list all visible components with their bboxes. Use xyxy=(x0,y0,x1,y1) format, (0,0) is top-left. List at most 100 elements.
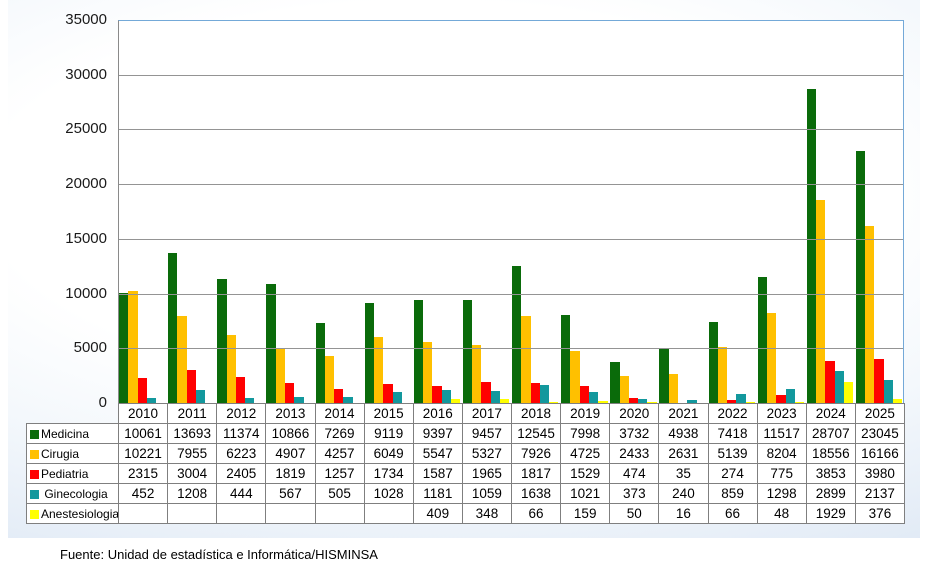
value-cell: 4938 xyxy=(658,423,709,444)
value-cell: 3853 xyxy=(805,463,856,484)
value-cell: 567 xyxy=(265,483,316,504)
legend-swatch-icon xyxy=(30,489,39,499)
value-cell: 3980 xyxy=(854,463,906,484)
y-axis: 35000 30000 25000 20000 15000 10000 5000 0 xyxy=(0,12,107,411)
bar-cirugia-2012 xyxy=(226,334,236,403)
bar-medicina-2023 xyxy=(757,276,767,403)
bar-anestesiologia-2024 xyxy=(843,381,854,403)
year-header-cell: 2011 xyxy=(167,403,218,424)
y-tick-label: 35000 xyxy=(65,11,107,28)
value-cell: 10866 xyxy=(265,423,316,444)
year-header-cell: 2020 xyxy=(609,403,660,424)
value-cell: 159 xyxy=(560,503,611,524)
bar-pediatria-2024 xyxy=(825,360,835,403)
bar-pediatria-2010 xyxy=(137,377,147,403)
value-cell: 66 xyxy=(510,503,562,524)
value-cell: 1298 xyxy=(756,483,807,504)
year-header-cell: 2022 xyxy=(707,403,758,424)
value-cell: 376 xyxy=(854,503,906,524)
value-cell: 474 xyxy=(609,463,660,484)
value-cell: 66 xyxy=(707,503,758,524)
bar-anestesiologia-2020 xyxy=(647,402,657,403)
bar-group-2013 xyxy=(266,21,315,403)
y-tick-label: 10000 xyxy=(65,284,107,302)
bar-cirugia-2015 xyxy=(373,336,384,403)
bar-group-2010 xyxy=(119,21,168,403)
value-cell: 12545 xyxy=(510,423,562,444)
legend-swatch-icon xyxy=(30,509,39,519)
bar-cirugia-2010 xyxy=(128,291,138,403)
table-row: Cirugia 10221 7955 6223 4907 4257 6049 5547 5327… xyxy=(26,443,906,464)
bar-cirugia-2024 xyxy=(816,199,826,403)
value-cell: 409 xyxy=(412,503,463,524)
value-cell: 240 xyxy=(658,483,709,504)
gridline xyxy=(119,129,903,131)
value-cell: 348 xyxy=(461,503,513,524)
bar-group-2021 xyxy=(659,21,708,403)
bar-medicina-2024 xyxy=(806,88,817,403)
bar-pediatria-2022 xyxy=(727,400,737,403)
value-cell: 3004 xyxy=(167,463,218,484)
bar-pediatria-2020 xyxy=(628,397,639,403)
bar-medicina-2020 xyxy=(610,362,620,403)
value-cell: 1817 xyxy=(510,463,562,484)
value-cell: 1257 xyxy=(314,463,365,484)
source-caption: Fuente: Unidad de estadística e Informát… xyxy=(60,547,378,562)
bar-pediatria-2012 xyxy=(235,376,246,403)
bar-ginecologia-2025 xyxy=(883,379,894,403)
year-header-cell: 2024 xyxy=(805,403,856,424)
bar-group-2023 xyxy=(757,21,807,403)
value-cell: 373 xyxy=(609,483,660,504)
bar-cirugia-2014 xyxy=(324,356,335,403)
value-cell xyxy=(216,503,267,524)
value-cell: 11374 xyxy=(216,423,267,444)
bar-cirugia-2023 xyxy=(766,313,777,403)
bar-ginecologia-2014 xyxy=(343,397,353,403)
value-cell: 35 xyxy=(658,463,709,484)
value-cell: 13693 xyxy=(167,423,218,444)
legend-label: Cirugia xyxy=(41,446,80,461)
bar-pediatria-2018 xyxy=(530,383,540,403)
value-cell: 11517 xyxy=(756,423,807,444)
bar-cirugia-2021 xyxy=(668,374,678,403)
year-header-cell: 2017 xyxy=(461,403,513,424)
bar-anestesiologia-2018 xyxy=(549,402,559,403)
bar-ginecologia-2017 xyxy=(490,391,501,403)
table-row: Pediatria 2315 3004 2405 1819 1257 1734 1587 196… xyxy=(26,463,906,484)
bar-group-2019 xyxy=(561,21,610,403)
bar-medicina-2025 xyxy=(855,150,866,403)
value-cell xyxy=(314,503,365,524)
bar-medicina-2022 xyxy=(708,321,718,403)
bar-anestesiologia-2025 xyxy=(893,398,903,403)
value-cell: 9457 xyxy=(461,423,513,444)
table-row: Ginecologia 452 1208 444 567 505 1028 1181 1059 1… xyxy=(26,483,906,504)
value-cell: 2315 xyxy=(117,463,169,484)
value-cell: 6049 xyxy=(363,443,414,464)
bar-anestesiologia-2023 xyxy=(794,402,805,403)
bar-ginecologia-2015 xyxy=(392,391,402,403)
legend-cell: Pediatria xyxy=(26,463,119,484)
value-cell: 2433 xyxy=(609,443,660,464)
value-cell: 48 xyxy=(756,503,807,524)
bar-anestesiologia-2017 xyxy=(500,399,510,403)
bar-medicina-2013 xyxy=(266,284,276,403)
legend-cell: Medicina xyxy=(26,423,119,444)
bar-medicina-2015 xyxy=(364,303,374,403)
bar-medicina-2011 xyxy=(168,253,178,403)
gridline xyxy=(119,184,903,186)
value-cell: 18556 xyxy=(805,443,856,464)
bar-cirugia-2018 xyxy=(521,316,531,403)
value-cell: 6223 xyxy=(216,443,267,464)
bar-ginecologia-2024 xyxy=(834,371,844,403)
value-cell: 7269 xyxy=(314,423,365,444)
bar-medicina-2016 xyxy=(413,300,424,403)
legend-cell: Anestesiologia xyxy=(26,503,119,524)
value-cell: 1587 xyxy=(412,463,463,484)
bar-ginecologia-2023 xyxy=(785,388,795,403)
value-cell: 1028 xyxy=(363,483,414,504)
bar-cirugia-2011 xyxy=(177,315,187,403)
year-header-cell: 2012 xyxy=(216,403,267,424)
value-cell: 7998 xyxy=(560,423,611,444)
value-cell: 775 xyxy=(756,463,807,484)
value-cell: 1208 xyxy=(167,483,218,504)
